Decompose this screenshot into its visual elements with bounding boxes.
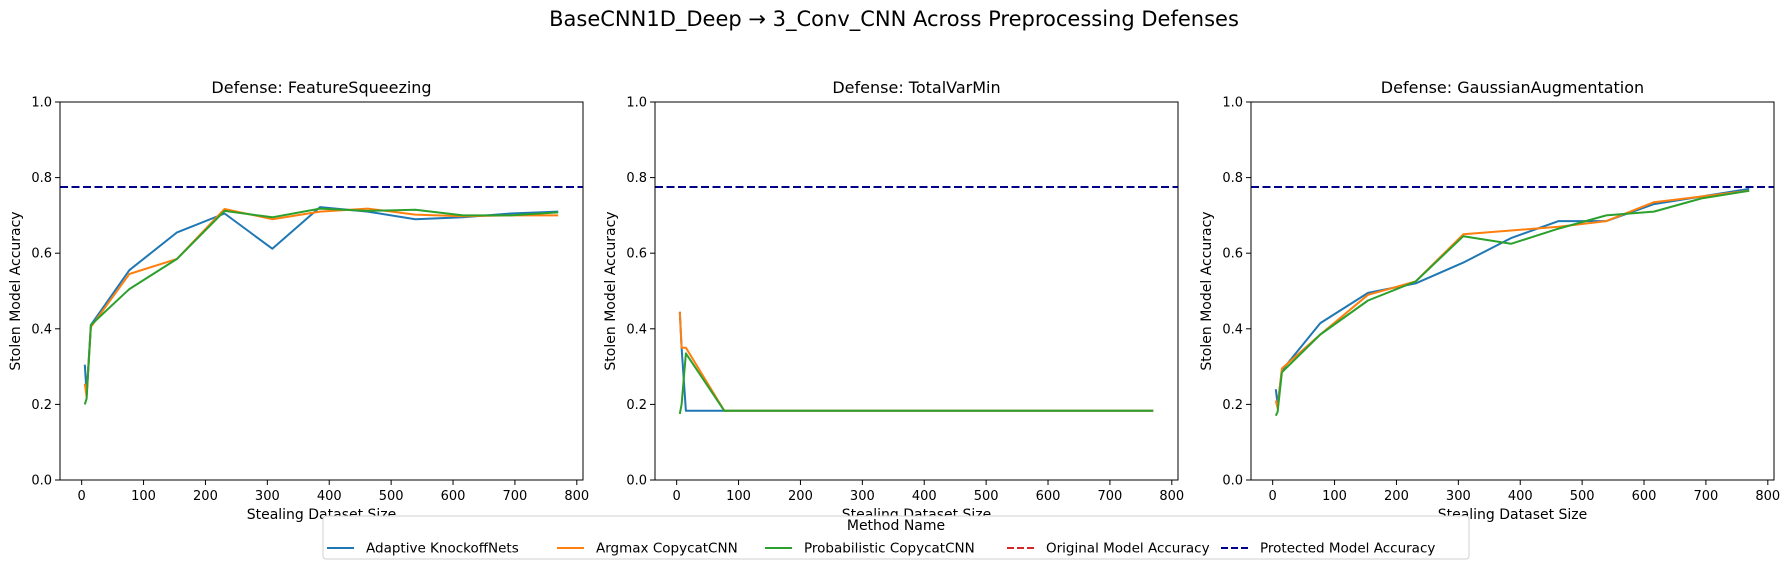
- x-tick-label: 400: [912, 489, 937, 504]
- x-tick-label: 200: [193, 489, 218, 504]
- series-line: [83, 207, 559, 398]
- x-tick-label: 500: [1570, 489, 1595, 504]
- x-tick-label: 100: [1322, 489, 1347, 504]
- y-axis-label: Stolen Model Accuracy: [1199, 211, 1215, 370]
- x-tick-label: 300: [255, 489, 280, 504]
- y-tick-label: 0.2: [31, 398, 52, 413]
- series-line: [678, 352, 1154, 415]
- y-axis-label: Stolen Model Accuracy: [8, 211, 24, 370]
- plot-frame: [59, 101, 584, 481]
- y-tick-label: 0.6: [31, 247, 52, 262]
- legend-label: Adaptive KnockoffNets: [366, 541, 519, 557]
- chart-panel-1: Defense: FeatureSqueezing 0 100 200 300 400 50…: [8, 78, 589, 523]
- x-tick-label: 600: [1632, 489, 1657, 504]
- x-tick-label: 700: [1694, 489, 1719, 504]
- x-tick-label: 100: [726, 489, 751, 504]
- y-tick-label: 0.8: [31, 171, 52, 186]
- legend-label: Probabilistic CopycatCNN: [804, 541, 975, 557]
- series-line: [83, 207, 559, 405]
- legend: Method Name Adaptive KnockoffNets Argmax C…: [322, 515, 1470, 560]
- y-tick-label: 0.8: [626, 171, 647, 186]
- x-tick-label: 700: [1098, 489, 1123, 504]
- series-line: [1274, 189, 1750, 410]
- series-line: [1274, 189, 1750, 417]
- y-tick-label: 1.0: [31, 96, 52, 111]
- plot-frame: [654, 101, 1179, 481]
- x-tick-label: 600: [1036, 489, 1061, 504]
- y-tick-label: 0.2: [1222, 398, 1243, 413]
- panel-title: Defense: FeatureSqueezing: [211, 78, 431, 97]
- legend-box: [322, 515, 1470, 560]
- x-tick-label: 700: [503, 489, 528, 504]
- y-tick-label: 0.6: [626, 247, 647, 262]
- x-tick-label: 500: [974, 489, 999, 504]
- x-tick-label: 300: [850, 489, 875, 504]
- x-tick-label: 600: [441, 489, 466, 504]
- panel-title: Defense: TotalVarMin: [832, 78, 1000, 97]
- plot-frame: [1250, 101, 1775, 481]
- x-tick-label: 200: [788, 489, 813, 504]
- y-tick-label: 0.8: [1222, 171, 1243, 186]
- series-line: [1274, 187, 1750, 406]
- panel-title: Defense: GaussianAugmentation: [1381, 78, 1644, 97]
- y-tick-label: 0.4: [1222, 322, 1243, 337]
- y-tick-label: 0.4: [626, 322, 647, 337]
- legend-label: Protected Model Accuracy: [1260, 541, 1435, 557]
- x-tick-label: 800: [564, 489, 589, 504]
- x-tick-label: 800: [1159, 489, 1184, 504]
- y-tick-label: 0.0: [31, 474, 52, 489]
- series-line: [83, 206, 559, 395]
- y-tick-label: 1.0: [1222, 96, 1243, 111]
- y-tick-label: 0.0: [626, 474, 647, 489]
- series-line: [678, 311, 1154, 412]
- x-tick-label: 0: [1269, 489, 1277, 504]
- chart-panel-3: Defense: GaussianAugmentation 0 100 200 300 4…: [1199, 78, 1780, 523]
- y-tick-label: 0.6: [1222, 247, 1243, 262]
- chart-panel-2: Defense: TotalVarMin 0 100 200 300 400 500 600 7…: [603, 78, 1184, 523]
- y-tick-label: 0.4: [31, 322, 52, 337]
- x-tick-label: 0: [673, 489, 681, 504]
- y-axis-label: Stolen Model Accuracy: [603, 211, 619, 370]
- x-axis-label: Stealing Dataset Size: [1438, 507, 1588, 523]
- x-tick-label: 200: [1384, 489, 1409, 504]
- y-tick-label: 1.0: [626, 96, 647, 111]
- y-tick-label: 0.0: [1222, 474, 1243, 489]
- legend-label: Argmax CopycatCNN: [596, 541, 738, 557]
- x-tick-label: 0: [78, 489, 86, 504]
- series-line: [678, 311, 1154, 412]
- chart-panels: Defense: FeatureSqueezing 0 100 200 300 400 50…: [8, 78, 1780, 523]
- legend-title: Method Name: [847, 518, 945, 534]
- x-tick-label: 800: [1755, 489, 1780, 504]
- y-tick-label: 0.2: [626, 398, 647, 413]
- legend-label: Original Model Accuracy: [1046, 541, 1210, 557]
- x-tick-label: 400: [1508, 489, 1533, 504]
- x-tick-label: 300: [1446, 489, 1471, 504]
- x-tick-label: 400: [317, 489, 342, 504]
- x-tick-label: 500: [379, 489, 404, 504]
- figure-title: BaseCNN1D_Deep → 3_Conv_CNN Across Prepr…: [549, 7, 1239, 32]
- x-tick-label: 100: [131, 489, 156, 504]
